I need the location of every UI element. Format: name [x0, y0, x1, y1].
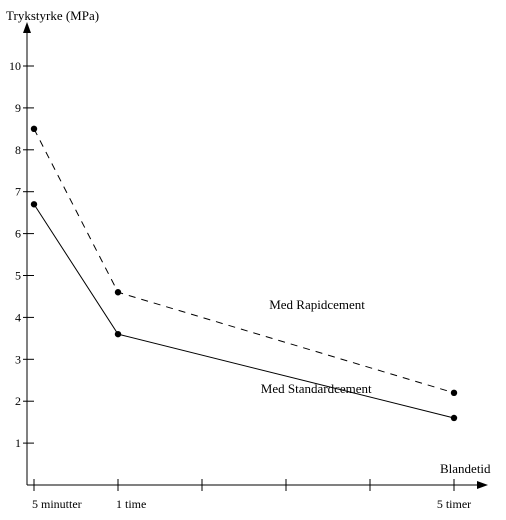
y-tick-label: 6 — [15, 227, 21, 241]
y-tick-label: 2 — [15, 394, 21, 408]
x-axis-title: Blandetid — [440, 461, 491, 476]
y-tick-label: 4 — [15, 310, 21, 324]
y-tick-label: 1 — [15, 436, 21, 450]
y-tick-label: 3 — [15, 352, 21, 366]
data-point — [450, 414, 458, 422]
data-point — [30, 125, 38, 133]
y-tick-label: 10 — [9, 59, 21, 73]
y-axis-arrow — [23, 22, 31, 33]
x-tick-label: 5 minutter — [32, 497, 82, 511]
x-axis-arrow — [477, 481, 488, 489]
series-annotation: Med Rapidcement — [269, 297, 365, 312]
data-point — [114, 289, 122, 296]
x-axis-ticks: 5 minutter 1 time 5 timer — [32, 479, 471, 511]
annotations: Med Rapidcement Med Standardcement — [261, 297, 372, 396]
series-line — [33, 203, 455, 419]
series-line — [33, 128, 455, 394]
y-tick-label: 5 — [15, 269, 21, 283]
series-group — [30, 125, 458, 422]
y-tick-label: 7 — [15, 185, 21, 199]
data-point — [30, 201, 38, 208]
data-point — [114, 330, 122, 338]
axes — [23, 22, 488, 489]
data-point — [450, 389, 458, 397]
x-tick-label: 1 time — [116, 497, 146, 511]
x-tick-label: 5 timer — [437, 497, 471, 511]
y-tick-label: 9 — [15, 101, 21, 115]
y-axis-title: Trykstyrke (MPa) — [6, 8, 99, 23]
y-axis-ticks: 1 2 3 4 5 6 7 8 9 10 — [9, 59, 34, 450]
series-annotation: Med Standardcement — [261, 381, 372, 396]
y-tick-label: 8 — [15, 143, 21, 157]
